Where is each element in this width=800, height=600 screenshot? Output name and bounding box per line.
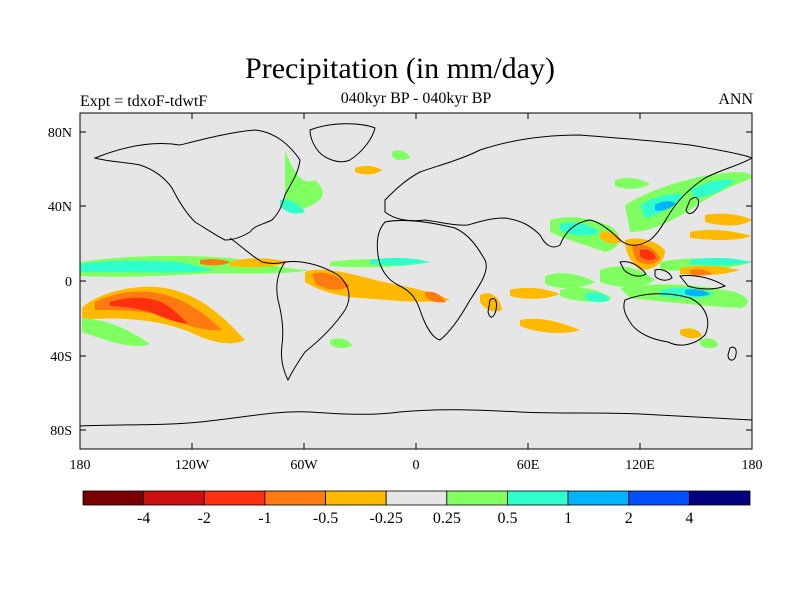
colorbar-swatch <box>446 490 508 506</box>
colorbar-swatch <box>264 490 326 506</box>
colorbar-swatch <box>567 490 630 506</box>
y-tick-label-0: 0 <box>65 275 72 290</box>
colorbar-swatch <box>688 490 751 506</box>
colorbar-label: -1 <box>258 510 271 527</box>
y-tick-label-40s: 40S <box>50 350 72 365</box>
colorbar: -4 -2 -1 -0.5 -0.25 0.25 0.5 1 2 4 <box>82 490 751 527</box>
x-tick-label-120w: 120W <box>175 458 210 473</box>
x-tick-label-180e: 180 <box>742 458 763 473</box>
colorbar-swatch <box>507 490 569 506</box>
colorbar-label: 0.25 <box>433 510 461 527</box>
colorbar-swatch <box>82 490 145 506</box>
y-tick-label-80n: 80N <box>48 126 72 141</box>
x-tick-label-0: 0 <box>413 458 420 473</box>
colorbar-swatch <box>385 490 448 506</box>
colorbar-label: -4 <box>137 510 150 527</box>
season-label: ANN <box>718 91 753 108</box>
coastlines <box>80 123 752 427</box>
figure-title: Precipitation (in mm/day) <box>245 52 555 85</box>
colorbar-swatch <box>143 490 205 506</box>
colorbar-label: -0.25 <box>370 510 403 527</box>
colorbar-label: 2 <box>625 510 633 527</box>
y-tick-label-80s: 80S <box>50 424 72 439</box>
x-tick-label-120e: 120E <box>625 458 655 473</box>
colorbar-label: -2 <box>198 510 211 527</box>
experiment-label: Expt = tdxoF-tdwtF <box>80 93 208 110</box>
colorbar-swatch <box>203 490 266 506</box>
x-tick-label-180w: 180 <box>70 458 91 473</box>
colorbar-swatch <box>628 490 690 506</box>
colorbar-label: 4 <box>685 510 693 527</box>
colorbar-label: 1 <box>564 510 572 527</box>
y-tick-label-40n: 40N <box>48 200 72 215</box>
x-tick-label-60e: 60E <box>517 458 540 473</box>
colorbar-swatch <box>325 490 387 506</box>
x-tick-label-60w: 60W <box>290 458 318 473</box>
colorbar-label: -0.5 <box>313 510 338 527</box>
colorbar-label: 0.5 <box>497 510 517 527</box>
figure-subtitle: 040kyr BP - 040kyr BP <box>340 90 492 107</box>
y-tick-marks <box>80 131 752 431</box>
x-tick-marks <box>79 113 753 449</box>
